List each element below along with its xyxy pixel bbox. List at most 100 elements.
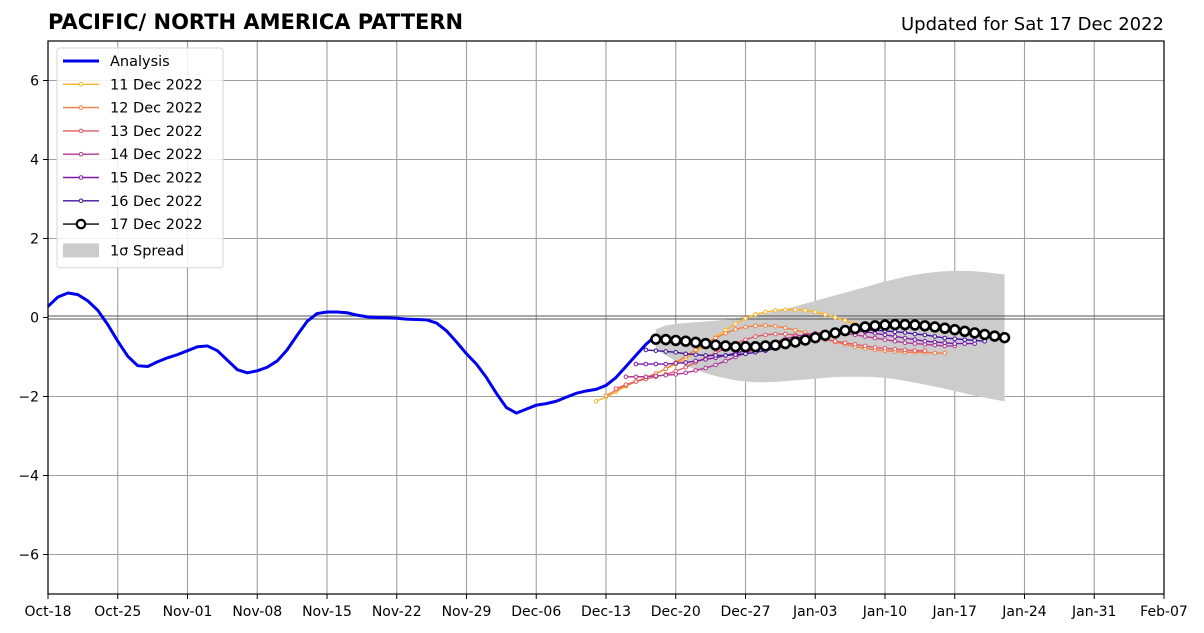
series-point xyxy=(663,349,669,354)
series-point xyxy=(829,327,841,339)
series-point xyxy=(663,372,669,378)
legend-marker xyxy=(78,175,84,180)
series-point xyxy=(922,348,928,353)
series-point xyxy=(952,341,958,346)
series-point xyxy=(603,393,609,399)
series-point xyxy=(912,337,918,342)
series-7 xyxy=(650,318,1011,353)
legend-item: 11 Dec 2022 xyxy=(63,77,203,93)
series-point xyxy=(670,334,682,347)
series-point xyxy=(733,352,738,357)
series-point xyxy=(998,331,1011,344)
y-tick-label: 2 xyxy=(30,232,39,248)
series-point xyxy=(699,337,712,350)
series-point xyxy=(799,334,811,346)
series-point xyxy=(753,323,758,329)
series-point xyxy=(643,347,649,353)
series-point xyxy=(899,318,911,331)
series-point xyxy=(613,386,619,391)
series-point xyxy=(773,323,778,329)
series-point xyxy=(643,374,649,380)
series-point xyxy=(653,361,659,367)
zero-line xyxy=(48,315,1164,320)
x-tick-label: Dec-20 xyxy=(651,604,701,620)
y-tick-label: 0 xyxy=(30,311,39,327)
series-point xyxy=(972,338,977,343)
series-point xyxy=(812,309,818,315)
series-point xyxy=(962,341,968,346)
x-tick-label: Dec-06 xyxy=(511,604,561,620)
x-tick-label: Feb-07 xyxy=(1140,604,1188,620)
series-point xyxy=(713,353,718,358)
x-tick-label: Jan-31 xyxy=(1071,604,1116,620)
series-point xyxy=(680,335,692,347)
series-point xyxy=(693,352,698,357)
x-tick-label: Dec-27 xyxy=(721,604,771,620)
legend-label: 13 Dec 2022 xyxy=(110,124,203,140)
series-point xyxy=(932,334,938,339)
series-point xyxy=(959,325,971,338)
series-point xyxy=(743,351,748,357)
series-point xyxy=(932,339,938,345)
legend-item: 15 Dec 2022 xyxy=(63,171,203,187)
series-point xyxy=(968,327,981,339)
series-point xyxy=(713,335,718,341)
series-point xyxy=(819,329,831,341)
series-point xyxy=(852,342,858,347)
series-point xyxy=(683,351,689,357)
series-point xyxy=(663,361,669,367)
series-point xyxy=(793,327,798,333)
series-point xyxy=(962,337,968,342)
series-point xyxy=(773,308,778,313)
series-point xyxy=(942,335,948,341)
series-point xyxy=(862,343,868,349)
series-point xyxy=(902,335,908,341)
series-line xyxy=(625,331,955,378)
legend-item: 14 Dec 2022 xyxy=(63,147,203,163)
series-point xyxy=(653,348,659,353)
series-point xyxy=(653,373,659,379)
x-tick-label: Oct-18 xyxy=(24,604,71,620)
legend-item: 12 Dec 2022 xyxy=(63,101,203,117)
series-point xyxy=(832,338,838,344)
series-point xyxy=(862,334,868,339)
series-point xyxy=(673,372,679,377)
series-point xyxy=(909,319,921,331)
series-point xyxy=(912,331,918,337)
series-point xyxy=(879,319,891,331)
y-tick-label: −2 xyxy=(18,390,39,406)
series-point xyxy=(839,324,851,337)
series-point xyxy=(763,309,768,315)
series-point xyxy=(882,346,888,351)
x-tick-label: Nov-01 xyxy=(163,604,213,620)
legend-item: Analysis xyxy=(63,54,170,70)
series-0 xyxy=(46,291,657,415)
series-point xyxy=(859,321,871,333)
x-tick-label: Jan-17 xyxy=(932,604,977,620)
series-point xyxy=(769,339,782,351)
series-point xyxy=(779,337,792,350)
x-tick-label: Nov-22 xyxy=(372,604,422,620)
series-point xyxy=(633,374,639,380)
series-point xyxy=(892,338,898,344)
series-point xyxy=(753,334,758,339)
series-point xyxy=(882,332,888,338)
axes: Oct-18 Oct-25 Nov-01 Nov-08 Nov-15 Nov-22 Nov-… xyxy=(18,40,1188,620)
series-point xyxy=(872,335,878,341)
x-tick-label: Nov-29 xyxy=(442,604,492,620)
series-point xyxy=(842,318,848,323)
legend-marker xyxy=(78,82,84,87)
series-point xyxy=(753,312,758,317)
series-point xyxy=(703,365,708,371)
legend-item-spread: 1σ Spread xyxy=(63,243,184,259)
series-point xyxy=(633,379,639,384)
legend-label: Analysis xyxy=(110,54,170,70)
series-point xyxy=(822,312,828,317)
legend-item: 16 Dec 2022 xyxy=(63,194,203,210)
series-point xyxy=(723,331,728,336)
legend-label: 11 Dec 2022 xyxy=(110,77,203,93)
chart-title: PACIFIC/ NORTH AMERICA PATTERN xyxy=(48,10,463,34)
series-point xyxy=(713,362,718,368)
series-point xyxy=(942,350,948,356)
series-line xyxy=(46,291,657,415)
